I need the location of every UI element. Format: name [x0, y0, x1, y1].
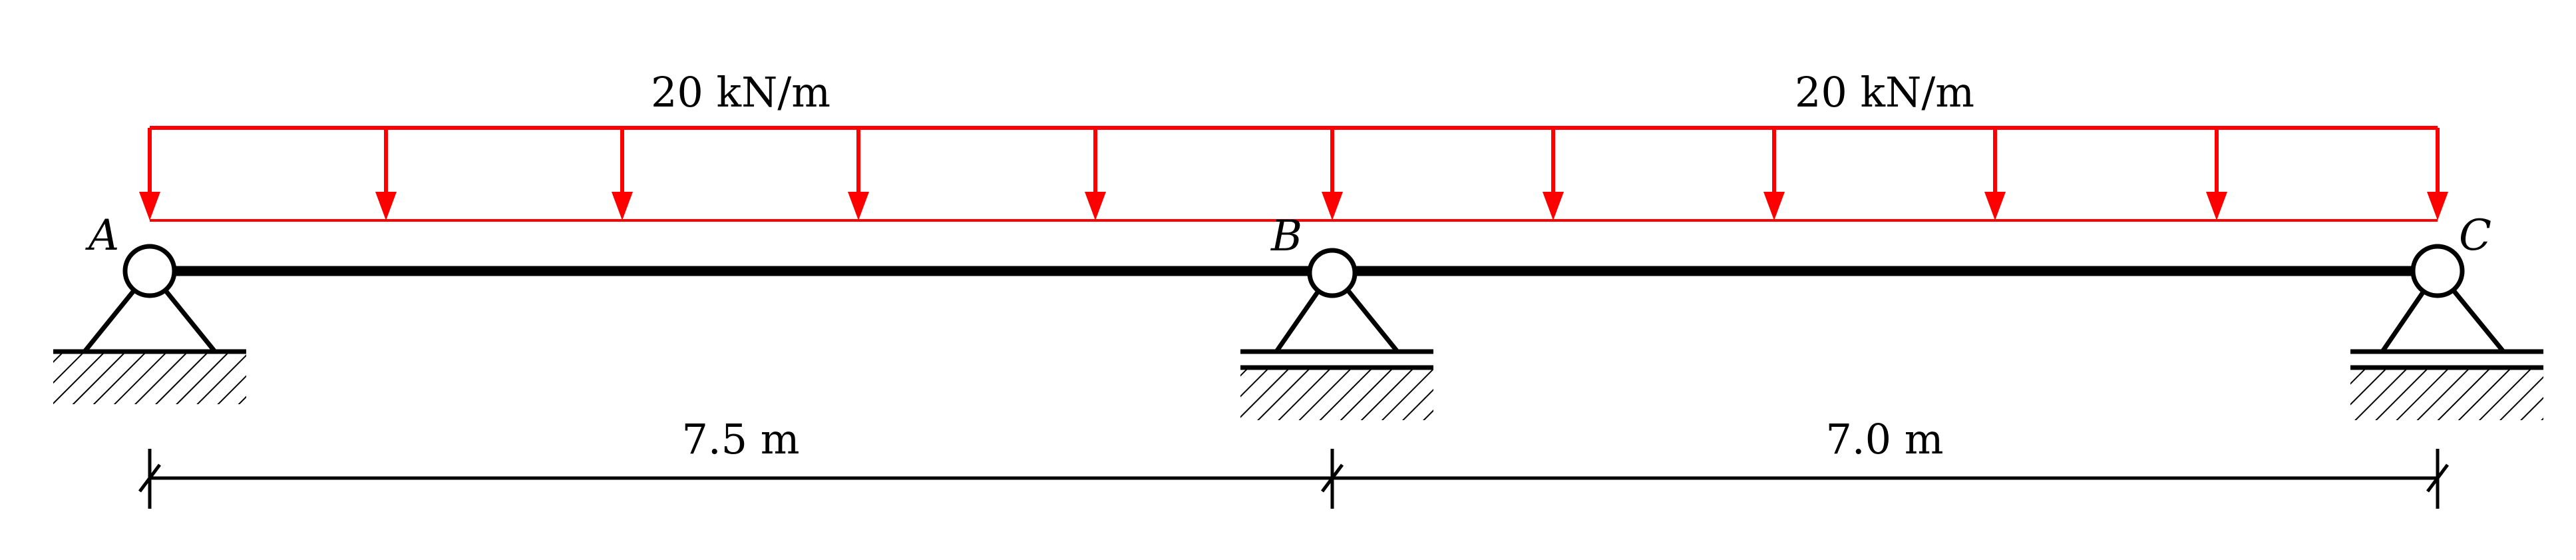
- load-arrow-head: [1085, 192, 1106, 220]
- load-arrow-head: [1984, 192, 2006, 220]
- dimension-slash-a: [138, 463, 161, 493]
- dimension-label-span-1: 7.5 m: [681, 415, 799, 463]
- load-arrow-head: [1543, 192, 1564, 220]
- node-label-b: B: [1270, 212, 1302, 261]
- hinge-circle: [2410, 244, 2465, 298]
- load-arrow-head: [1322, 192, 1343, 220]
- load-arrow-head: [848, 192, 869, 220]
- load-arrow-head: [2206, 192, 2227, 220]
- load-arrows: [1543, 128, 2448, 220]
- load-label-span-2: 20 kN/m: [1795, 68, 1974, 117]
- load-arrows: [139, 128, 1343, 220]
- load-arrow-head: [612, 192, 633, 220]
- ground-hatch: [1240, 370, 1433, 420]
- ground-hatch: [53, 354, 246, 404]
- hinge-circle: [122, 244, 177, 298]
- distributed-load-span-1: [139, 126, 1343, 222]
- support-a: [53, 244, 246, 404]
- dimension-slash-b: [1321, 463, 1344, 493]
- load-arrow-head: [139, 192, 160, 220]
- load-arrow-head: [2427, 192, 2448, 220]
- node-label-c: C: [2459, 211, 2491, 260]
- load-label-span-1: 20 kN/m: [651, 68, 830, 117]
- load-arrow-head: [375, 192, 397, 220]
- ground-hatch: [2350, 370, 2543, 420]
- support-c: [2350, 244, 2543, 420]
- support-b: [1240, 248, 1433, 420]
- distributed-load-span-2: [1332, 126, 2448, 222]
- dimension-label-span-2: 7.0 m: [1825, 415, 1943, 463]
- dimension-line: [138, 449, 2449, 509]
- load-arrow-head: [1763, 192, 1785, 220]
- dimension-slash-c: [2426, 463, 2449, 493]
- hinge-circle: [1307, 248, 1358, 298]
- node-label-a: A: [85, 211, 119, 260]
